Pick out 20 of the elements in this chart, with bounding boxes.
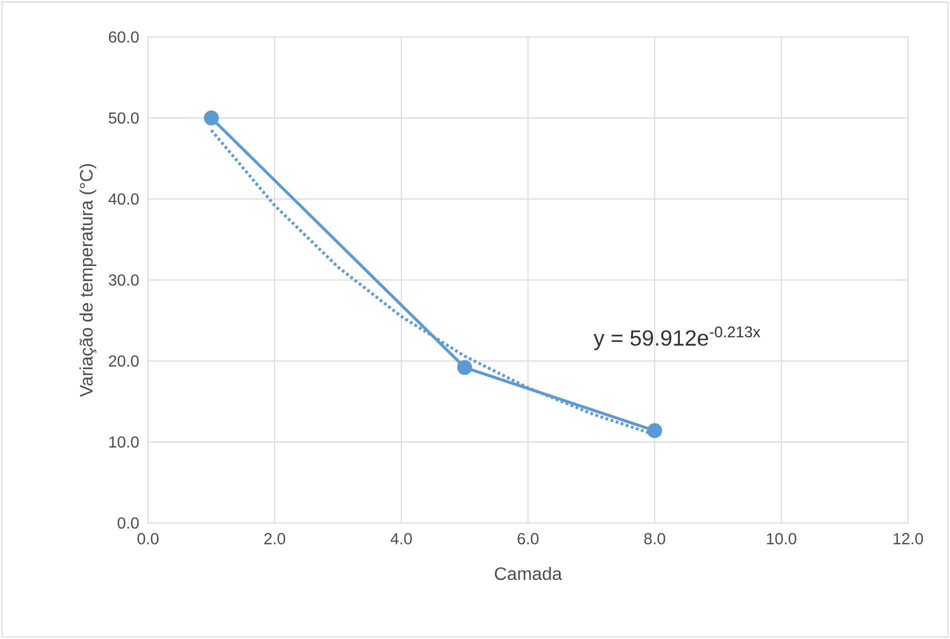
y-tick-label: 30.0 <box>108 274 139 286</box>
x-tick-label: 8.0 <box>644 533 666 544</box>
y-tick-label: 50.0 <box>108 112 139 124</box>
point <box>647 423 662 438</box>
x-tick-label: 4.0 <box>390 533 412 544</box>
x-tick-label: 0.0 <box>138 533 159 544</box>
annotation: y = 59.912e$^{-0.213x}$ <box>594 326 760 350</box>
y-axis-title: Variação de temperatura (°C) <box>79 164 96 397</box>
y-tick-label: 10.0 <box>109 436 139 448</box>
y-tick-label: 20.0 <box>108 355 139 367</box>
y-tick-label: 60.0 <box>108 31 139 43</box>
y-tick-label: 0.0 <box>118 517 139 529</box>
point <box>204 110 219 126</box>
y-tick-label: 40.0 <box>108 193 139 205</box>
x-tick-label: 12.0 <box>894 533 923 544</box>
x-tick-label: 2.0 <box>264 533 286 544</box>
x-tick-label: 6.0 <box>518 533 539 544</box>
point <box>457 360 472 375</box>
x-axis-title: Camada <box>494 566 562 580</box>
x-tick-label: 10.0 <box>766 533 796 544</box>
